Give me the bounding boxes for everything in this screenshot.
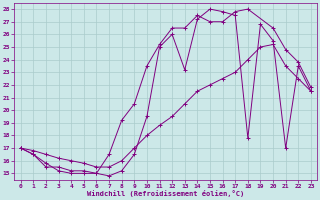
X-axis label: Windchill (Refroidissement éolien,°C): Windchill (Refroidissement éolien,°C) — [87, 190, 244, 197]
